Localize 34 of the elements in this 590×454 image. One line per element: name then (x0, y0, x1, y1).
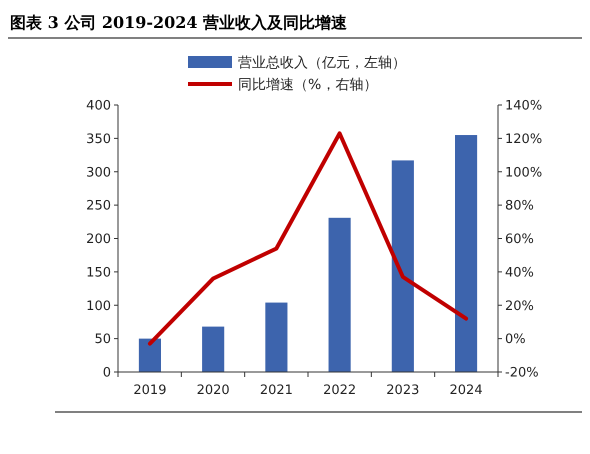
y2-tick-label: 60% (505, 232, 534, 248)
y-tick-label: 350 (86, 132, 111, 147)
y2-tick-label: 140% (505, 98, 542, 114)
y2-tick-label: 40% (505, 265, 534, 280)
y2-tick-label: 100% (505, 165, 542, 180)
x-tick-label: 2023 (386, 383, 420, 398)
y-tick-label: 50 (94, 332, 111, 348)
legend-label: 同比增速（%，右轴） (238, 76, 378, 93)
y-tick-label: 200 (86, 232, 111, 248)
bar (328, 218, 351, 372)
y-tick-label: 0 (102, 366, 111, 381)
y2-tick-label: -20% (505, 366, 539, 381)
x-tick-label: 2021 (260, 383, 293, 398)
y-tick-label: 400 (86, 98, 111, 114)
line-series (148, 131, 468, 346)
bar (455, 135, 478, 372)
y-tick-label: 300 (86, 165, 111, 180)
x-tick-label: 2022 (323, 383, 356, 398)
x-tick-label: 2020 (196, 383, 230, 398)
y-tick-label: 100 (86, 298, 111, 314)
bar (202, 326, 224, 372)
bar (265, 302, 288, 372)
y2-tick-label: 80% (505, 198, 534, 214)
y2-tick-label: 0% (505, 332, 526, 348)
y-tick-label: 150 (86, 265, 111, 280)
x-tick-label: 2019 (133, 383, 166, 398)
bar (392, 160, 414, 372)
legend-label: 营业总收入（亿元，左轴） (238, 54, 406, 71)
y-tick-label: 250 (86, 198, 111, 214)
bar (138, 338, 161, 372)
chart-title: 图表 3 公司 2019-2024 营业收入及同比增速 (10, 13, 348, 32)
y2-tick-label: 20% (505, 298, 534, 314)
x-tick-label: 2024 (450, 383, 483, 398)
y2-tick-label: 120% (505, 132, 542, 147)
